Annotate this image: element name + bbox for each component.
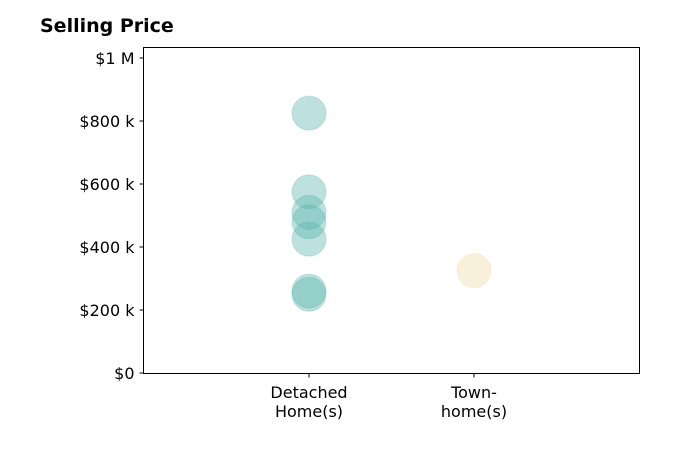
x-tick-label: Town-home(s) — [441, 383, 507, 421]
data-point — [291, 174, 327, 210]
y-tick-label: $800 k — [79, 112, 135, 131]
y-tick-label: $600 k — [79, 175, 135, 194]
data-point — [291, 276, 327, 312]
data-point — [291, 95, 327, 131]
data-point — [456, 253, 492, 289]
x-tick-label: Detached Home(s) — [270, 383, 347, 421]
x-axis: Detached Home(s) Town-home(s) — [270, 373, 507, 421]
y-tick-label: $1 M — [95, 49, 134, 68]
y-tick-label: $0 — [114, 364, 134, 383]
points-layer — [291, 95, 492, 312]
data-point — [291, 221, 327, 257]
y-tick-label: $400 k — [79, 238, 135, 257]
plot-frame — [143, 47, 640, 374]
data-point — [291, 194, 327, 230]
data-point — [291, 204, 327, 240]
y-tick-label: $200 k — [79, 301, 135, 320]
y-axis: $0 $200 k $400 k $600 k $800 k $1 M — [79, 49, 144, 383]
data-point — [291, 273, 327, 309]
chart-title: Selling Price — [40, 15, 174, 37]
